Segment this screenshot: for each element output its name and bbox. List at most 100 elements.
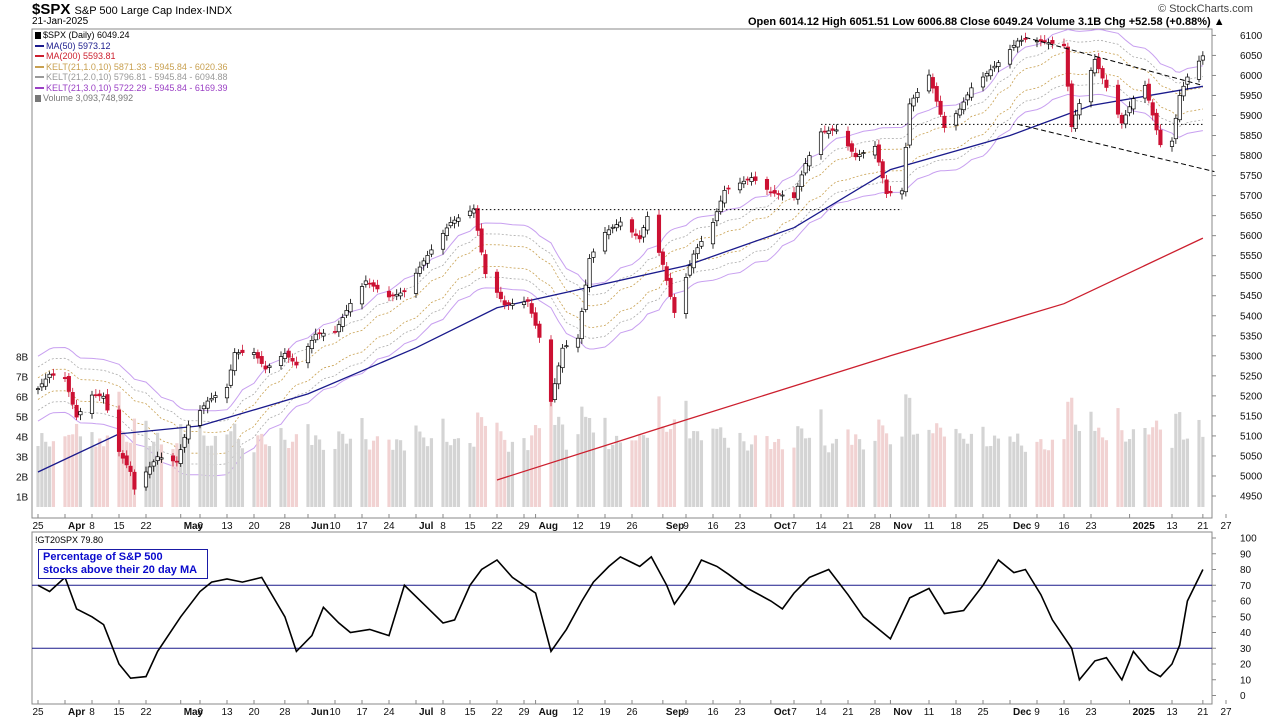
volume-bar (1116, 408, 1120, 507)
volume-bar (1170, 447, 1174, 507)
volume-bar (495, 422, 499, 507)
volume-bar (1143, 427, 1147, 507)
breadth-x-tick-label: 28 (279, 707, 291, 718)
volume-bar (846, 429, 850, 507)
candle-body (1050, 40, 1055, 44)
candle-body (537, 323, 542, 338)
candle-body (70, 392, 75, 405)
volume-bar (738, 432, 742, 507)
breadth-x-tick-label: 21 (1197, 707, 1209, 718)
breadth-panel-frame (31, 531, 1213, 705)
candle-body (348, 302, 353, 313)
price-y-tick-label: 5350 (1240, 331, 1263, 342)
candle-body (861, 152, 866, 154)
volume-bar (294, 434, 299, 507)
price-y-tick-label: 5850 (1240, 131, 1263, 142)
candle-body (502, 300, 507, 306)
volume-bar (746, 450, 750, 507)
breadth-x-tick-label: 21 (842, 707, 854, 718)
candle-body (336, 324, 341, 333)
breadth-x-tick-label: 10 (329, 707, 341, 718)
candle-icon (35, 31, 41, 39)
price-y-tick-label: 5450 (1240, 291, 1263, 302)
breadth-x-tick-label: Jul (419, 707, 434, 718)
volume-bar (969, 433, 974, 507)
price-y-tick-label: 6000 (1240, 71, 1263, 82)
breadth-x-tick-label: 27 (1220, 707, 1232, 718)
volume-bar (1174, 413, 1178, 507)
breadth-x-tick-label: Nov (893, 707, 912, 718)
candle-body (552, 383, 557, 400)
candle-body (128, 465, 133, 472)
candle-body (224, 387, 230, 399)
volume-bar (387, 439, 391, 507)
candle-body (66, 376, 71, 392)
candle-body (629, 219, 635, 233)
volume-bar (877, 419, 881, 507)
volume-bar (152, 441, 156, 507)
volume-bar (263, 444, 268, 507)
price-x-tick-label: 12 (572, 521, 584, 532)
legend-swatch (35, 76, 44, 79)
candle-body (1100, 68, 1105, 79)
volume-bar (931, 433, 935, 507)
volume-bar (715, 428, 719, 507)
candle-body (953, 113, 959, 126)
breadth-x-tick-label: 7 (791, 707, 797, 718)
candle-body (1200, 55, 1205, 61)
volume-bar (310, 444, 314, 507)
breadth-x-tick-label: 22 (491, 707, 503, 718)
candle-body (668, 277, 673, 297)
volume-bar (321, 449, 326, 507)
candle-body (749, 177, 754, 182)
volume-bar (549, 372, 553, 507)
candle-body (722, 190, 727, 204)
candle-body (529, 303, 534, 314)
candle-body (317, 332, 322, 335)
candle-body (1011, 44, 1016, 48)
volume-y-tick-label: 2B (16, 473, 29, 484)
volume-bars-icon (35, 94, 41, 102)
volume-bar (233, 423, 237, 507)
volume-bar (63, 436, 67, 507)
ma200-line (496, 237, 1204, 481)
price-y-tick-label: 5750 (1240, 171, 1263, 182)
candle-body (687, 265, 692, 276)
volume-bar (560, 424, 565, 507)
breadth-x-tick-label: 23 (1085, 707, 1097, 718)
candle-body (1019, 39, 1024, 42)
volume-bar (645, 437, 650, 507)
breadth-indicator-title: !GT20SPX 79.80 (35, 535, 104, 545)
breadth-x-tick-label: 12 (572, 707, 584, 718)
price-x-tick-label: 20 (248, 521, 260, 532)
volume-bar (229, 431, 233, 507)
volume-bar (47, 446, 52, 507)
legend-label: Volume 3,093,748,992 (43, 93, 134, 103)
candle-body (799, 174, 804, 187)
volume-bar (854, 434, 858, 507)
volume-bar (1016, 433, 1020, 507)
price-x-tick-label: 18 (950, 521, 962, 532)
candle-body (1088, 70, 1094, 103)
price-y-tick-label: 5950 (1240, 91, 1263, 102)
volume-bar (726, 447, 731, 507)
volume-bar (283, 439, 287, 507)
volume-bar (1127, 439, 1132, 507)
volume-bar (1070, 397, 1074, 507)
volume-bar (641, 435, 646, 507)
volume-bar (776, 438, 781, 507)
annotation-line-2: stocks above their 20 day MA (43, 564, 198, 576)
volume-bar (279, 428, 283, 507)
price-x-tick-label: 7 (791, 521, 797, 532)
candle-body (849, 143, 854, 152)
legend-label: KELT(21,2.0,10) 5796.81 - 5945.84 - 6094… (46, 72, 228, 82)
candle-body (880, 161, 885, 179)
candle-body (263, 365, 268, 370)
candle-body (826, 130, 831, 135)
price-x-tick-label: Aug (539, 521, 558, 532)
breadth-x-tick-label: 18 (950, 707, 962, 718)
candle-body (1061, 43, 1067, 47)
legend-label: MA(200) 5593.81 (46, 51, 116, 61)
candle-body (1104, 79, 1109, 88)
